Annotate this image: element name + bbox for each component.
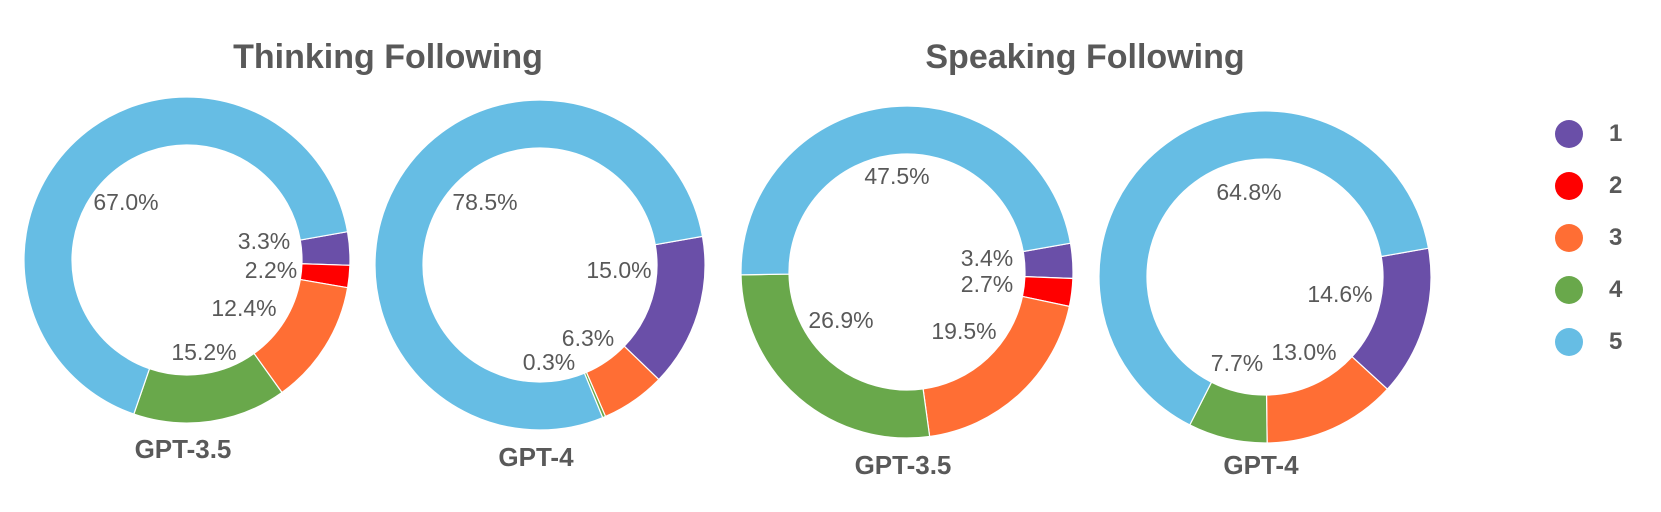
- legend-label: 4: [1609, 276, 1623, 303]
- donut-4: 14.6% 13.0% 7.7% 64.8% GPT-4: [1098, 110, 1432, 480]
- data-label: 47.5%: [864, 163, 929, 189]
- legend-label: 1: [1609, 120, 1623, 147]
- chart-model-label: GPT-4: [1223, 450, 1299, 480]
- data-label: 67.0%: [93, 189, 158, 215]
- donut-slice-3: [253, 278, 349, 394]
- donut-slice-3: [585, 345, 660, 418]
- data-label: 0.3%: [523, 349, 575, 375]
- legend-swatch-3: [1555, 224, 1583, 252]
- data-label: 13.0%: [1271, 339, 1336, 365]
- data-label: 3.3%: [238, 228, 290, 254]
- donut-slice-4: [1188, 381, 1268, 444]
- donut-1: 3.3% 2.2% 12.4% 15.2% 67.0% GPT-3.5: [23, 96, 351, 464]
- donut-slice-5: [23, 96, 349, 415]
- data-label: 3.4%: [961, 245, 1013, 271]
- data-label: 6.3%: [562, 325, 614, 351]
- legend-swatch-2: [1555, 172, 1583, 200]
- legend-item-3: 3: [1555, 212, 1622, 264]
- data-label: 2.7%: [961, 271, 1013, 297]
- legend-swatch-1: [1555, 120, 1583, 148]
- data-label: 14.6%: [1307, 281, 1372, 307]
- chart-model-label: GPT-3.5: [855, 450, 952, 480]
- legend-item-2: 2: [1555, 160, 1622, 212]
- donut-slice-3: [1265, 355, 1389, 444]
- data-label: 2.2%: [245, 257, 297, 283]
- donut-slice-5: [740, 105, 1072, 276]
- data-label: 64.8%: [1216, 179, 1281, 205]
- chart-model-label: GPT-3.5: [135, 434, 232, 464]
- legend: 1 2 3 4 5: [1555, 108, 1622, 368]
- data-label: 12.4%: [211, 295, 276, 321]
- donut-slice-3: [922, 295, 1071, 438]
- data-label: 26.9%: [808, 307, 873, 333]
- donut-slice-5: [374, 99, 704, 431]
- legend-item-5: 5: [1555, 316, 1622, 368]
- data-label: 15.0%: [586, 257, 651, 283]
- data-label: 19.5%: [931, 318, 996, 344]
- data-label: 15.2%: [171, 339, 236, 365]
- legend-swatch-5: [1555, 328, 1583, 356]
- legend-label: 3: [1609, 224, 1623, 251]
- donut-2: 15.0% 6.3%0.3% 78.5% GPT-4: [374, 99, 706, 472]
- data-label: 78.5%: [452, 189, 517, 215]
- legend-label: 5: [1609, 328, 1623, 355]
- donut-slice-4: [133, 352, 283, 424]
- legend-label: 2: [1609, 172, 1623, 199]
- donut-slice-5: [1098, 110, 1430, 426]
- panel-title-thinking: Thinking Following: [233, 38, 543, 76]
- donut-charts: 3.3% 2.2% 12.4% 15.2% 67.0% GPT-3.5 15.0% 6.3%0…: [23, 96, 1432, 480]
- panel-title-speaking: Speaking Following: [925, 38, 1245, 76]
- data-label: 7.7%: [1211, 350, 1263, 376]
- donut-slice-2: [299, 263, 351, 289]
- legend-item-1: 1: [1555, 108, 1622, 160]
- donut-slice-4: [740, 273, 931, 439]
- legend-item-4: 4: [1555, 264, 1622, 316]
- chart-model-label: GPT-4: [498, 442, 574, 472]
- legend-swatch-4: [1555, 276, 1583, 304]
- donut-3: 3.4%2.7% 19.5% 26.9% 47.5% GPT-3.5: [740, 105, 1074, 480]
